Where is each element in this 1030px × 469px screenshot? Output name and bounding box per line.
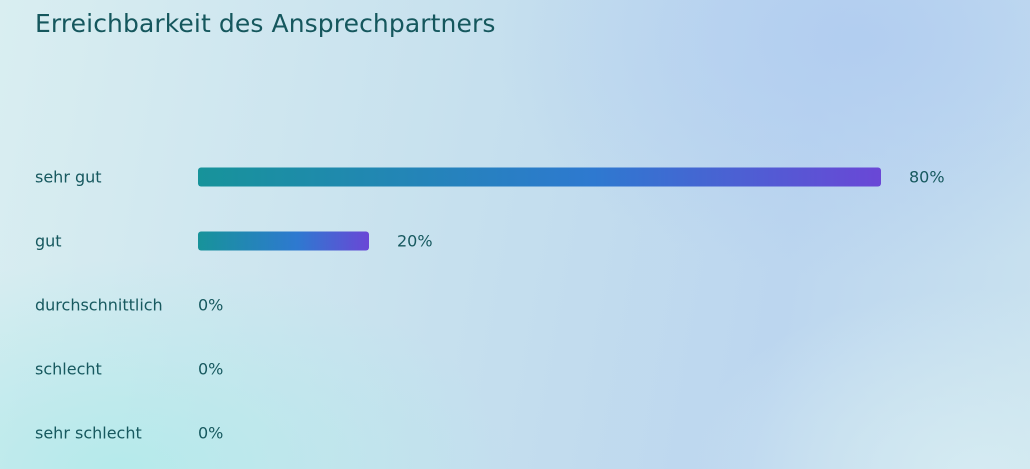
bar-row-durchschnittlich: durchschnittlich 0% [0,285,1030,325]
value-label: 0% [198,423,224,443]
value-label: 80% [909,167,945,187]
category-label: gut [35,231,62,251]
chart-title: Erreichbarkeit des Ansprechpartners [35,9,496,38]
category-label: sehr gut [35,167,102,187]
bar-row-sehr-gut: sehr gut 80% [0,157,1030,197]
bar-row-sehr-schlecht: sehr schlecht 0% [0,413,1030,453]
category-label: durchschnittlich [35,295,163,315]
bar-row-schlecht: schlecht 0% [0,349,1030,389]
value-label: 0% [198,359,224,379]
bar-row-gut: gut 20% [0,221,1030,261]
category-label: schlecht [35,359,102,379]
bar-sehr-gut [198,167,881,187]
value-label: 20% [397,231,433,251]
category-label: sehr schlecht [35,423,142,443]
value-label: 0% [198,295,224,315]
bar-gut [198,231,369,251]
